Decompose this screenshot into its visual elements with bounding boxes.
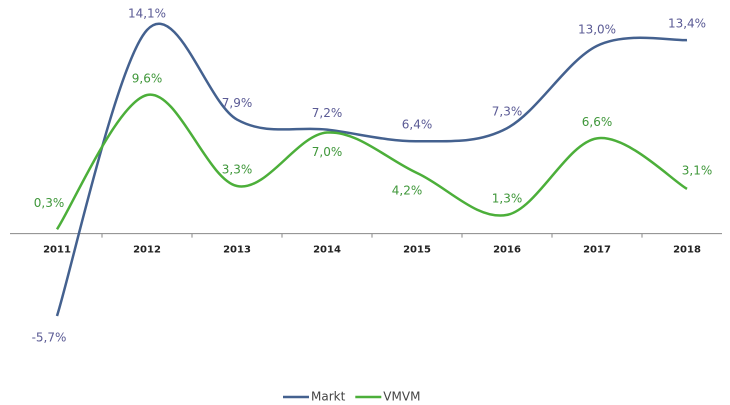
x-tick-label: 2017	[583, 245, 611, 256]
legend-label: VMVM	[383, 390, 420, 404]
x-tick-label: 2015	[403, 245, 431, 256]
data-label: 7,2%	[312, 106, 343, 120]
data-label: 7,3%	[492, 105, 523, 119]
data-label: 13,0%	[578, 22, 616, 36]
legend-label: Markt	[311, 390, 346, 404]
data-label: -5,7%	[32, 331, 67, 345]
x-tick-label: 2011	[43, 245, 71, 256]
x-tick-label: 2013	[223, 245, 251, 256]
data-label: 6,6%	[582, 115, 613, 129]
data-label: 7,9%	[222, 96, 253, 110]
series-line	[55, 93, 688, 231]
data-label: 4,2%	[392, 184, 423, 198]
data-label: 7,0%	[312, 145, 343, 159]
x-tick-label: 2016	[493, 245, 521, 256]
data-label: 6,4%	[402, 118, 433, 132]
data-label: 1,3%	[492, 191, 523, 205]
data-label: 9,6%	[132, 72, 163, 86]
data-label: 14,1%	[128, 7, 166, 21]
x-tick-label: 2012	[133, 245, 161, 256]
data-label: 0,3%	[34, 196, 65, 210]
data-label: 13,4%	[668, 17, 706, 31]
data-label: 3,3%	[222, 163, 253, 177]
x-tick-label: 2018	[673, 245, 701, 256]
data-label: 3,1%	[682, 163, 713, 177]
series-line	[55, 22, 688, 317]
x-tick-label: 2014	[313, 245, 341, 256]
